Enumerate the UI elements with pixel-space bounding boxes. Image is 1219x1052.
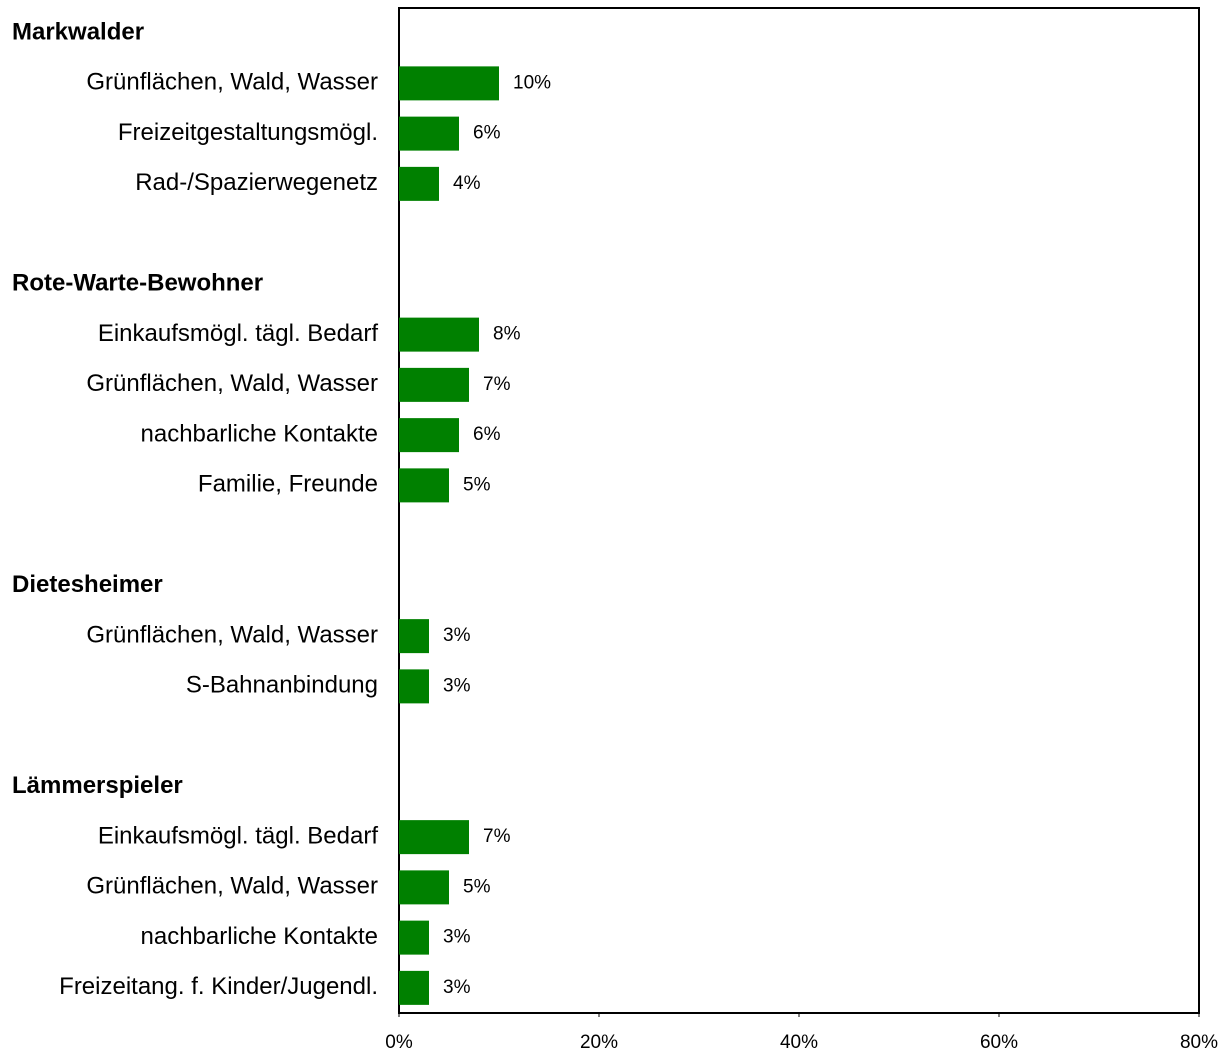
category-label: nachbarliche Kontakte: [141, 923, 379, 950]
bar: [399, 116, 459, 151]
category-label: Einkaufsmögl. tägl. Bedarf: [98, 822, 378, 849]
category-label: Grünflächen, Wald, Wasser: [86, 370, 378, 397]
value-label: 5%: [463, 474, 491, 495]
value-label: 4%: [453, 173, 481, 194]
value-label: 3%: [443, 675, 471, 696]
value-label: 6%: [473, 424, 501, 445]
x-tick-label: 0%: [385, 1032, 413, 1052]
bar: [399, 870, 449, 905]
category-label: nachbarliche Kontakte: [141, 420, 379, 447]
value-label: 3%: [443, 927, 471, 948]
x-tick-label: 40%: [780, 1032, 818, 1052]
group-label: Markwalder: [12, 18, 144, 45]
x-tick-label: 80%: [1180, 1032, 1218, 1052]
bar: [399, 970, 429, 1005]
plot-frame: [398, 7, 1200, 1014]
bar: [399, 669, 429, 704]
category-label: Freizeitang. f. Kinder/Jugendl.: [59, 973, 378, 1000]
category-label: Grünflächen, Wald, Wasser: [86, 873, 378, 900]
group-label: Dietesheimer: [12, 571, 163, 598]
x-tick-label: 20%: [580, 1032, 618, 1052]
category-label: Rad-/Spazierwegenetz: [135, 169, 378, 196]
value-label: 6%: [473, 123, 501, 144]
category-label: Freizeitgestaltungsmögl.: [118, 119, 378, 146]
value-label: 5%: [463, 876, 491, 897]
category-label: Grünflächen, Wald, Wasser: [86, 69, 378, 96]
x-tick-label: 60%: [980, 1032, 1018, 1052]
category-label: Einkaufsmögl. tägl. Bedarf: [98, 320, 378, 347]
bar: [399, 166, 439, 201]
bar: [399, 468, 449, 503]
value-label: 3%: [443, 977, 471, 998]
value-label: 7%: [483, 374, 511, 395]
value-label: 8%: [493, 324, 521, 345]
value-label: 7%: [483, 826, 511, 847]
bar: [399, 66, 499, 101]
bar: [399, 317, 479, 352]
bar: [399, 820, 469, 855]
category-label: Grünflächen, Wald, Wasser: [86, 621, 378, 648]
bar: [399, 920, 429, 955]
category-label: S-Bahnanbindung: [186, 672, 378, 699]
bar: [399, 418, 459, 453]
bar: [399, 367, 469, 402]
value-label: 10%: [513, 72, 551, 93]
group-label: Lämmerspieler: [12, 772, 183, 799]
category-label: Familie, Freunde: [198, 471, 378, 498]
group-label: Rote-Warte-Bewohner: [12, 270, 263, 297]
value-label: 3%: [443, 625, 471, 646]
bar: [399, 619, 429, 654]
